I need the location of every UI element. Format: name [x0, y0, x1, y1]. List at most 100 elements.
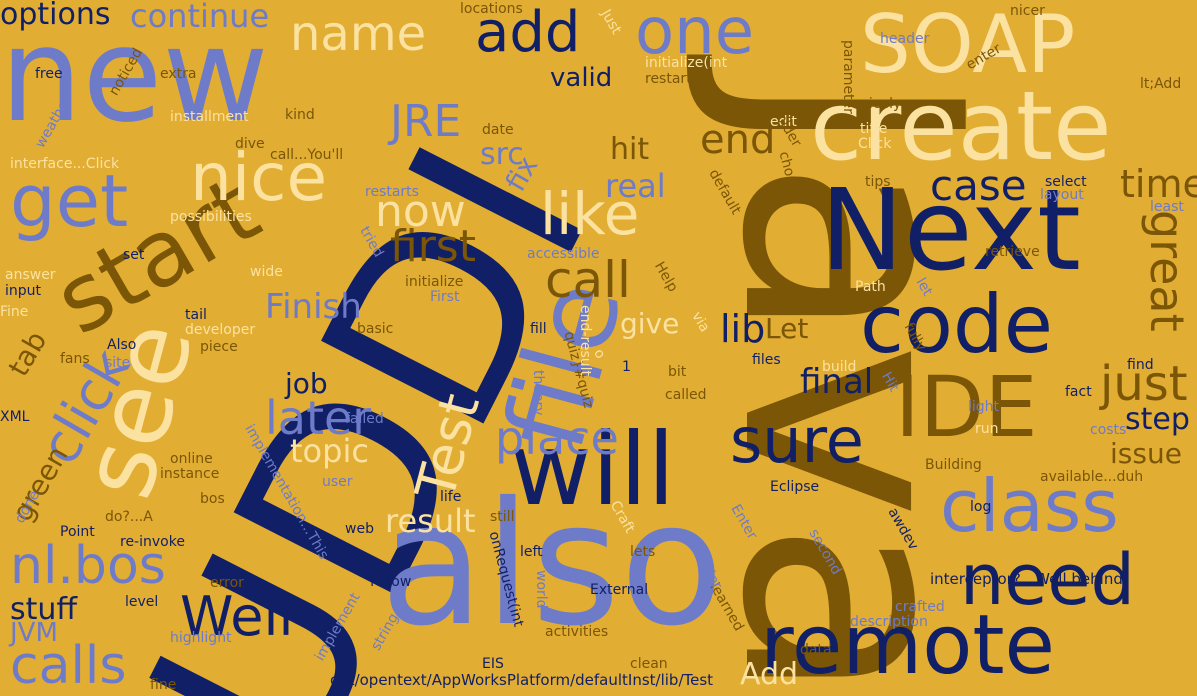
word-opt-path: opt/opentext/AppWorksPlatform/defaultIns… — [330, 671, 714, 689]
word-select: select — [1045, 174, 1087, 190]
word-description: description — [850, 614, 928, 630]
word-date: date — [482, 122, 514, 138]
word-job: job — [285, 367, 328, 400]
word-also: also — [380, 466, 724, 664]
word-highlight: highlight — [170, 630, 232, 646]
word-log: log — [970, 499, 992, 515]
word-locations: locations — [460, 1, 523, 17]
word-possibilities: possibilities — [170, 209, 252, 225]
word-end: end — [700, 117, 776, 163]
word-interface: interface...Click — [10, 156, 120, 172]
word-site: site — [105, 355, 131, 371]
word-create: create — [810, 72, 1112, 182]
word-will: will — [510, 411, 676, 528]
word-dive: dive — [235, 136, 265, 152]
word-fill: fill — [530, 321, 547, 337]
word-web: web — [345, 521, 374, 537]
word-call: call — [545, 251, 631, 309]
word-costs: costs — [1090, 422, 1127, 438]
word-lib: lib — [720, 307, 766, 351]
word-just-cap: Just — [597, 6, 625, 38]
word-files: files — [752, 352, 781, 368]
word-new: new — [0, 0, 269, 151]
word-calls: calls — [10, 636, 127, 696]
word-final: final — [800, 362, 874, 402]
word-failed: failed — [345, 411, 384, 427]
word-next: Next — [820, 166, 1081, 296]
word-answer: answer — [5, 267, 56, 283]
word-first-cap: First — [430, 289, 460, 305]
word-end-result: end-result — [577, 305, 593, 377]
word-interceptor: interceptor?...Well behind — [930, 570, 1123, 588]
word-developer: developer — [185, 322, 256, 338]
word-external: External — [590, 582, 649, 598]
word-step: step — [1125, 402, 1190, 437]
word-life: life — [440, 489, 462, 505]
word-error: error — [210, 575, 244, 591]
word-re-invoke: re-invoke — [120, 534, 185, 550]
word-code: code — [860, 278, 1053, 371]
word-fans: fans — [60, 351, 90, 367]
word-real: real — [605, 167, 666, 205]
word-lets: lets — [630, 544, 656, 560]
word-building: Building — [925, 457, 982, 473]
word-valid: valid — [550, 63, 613, 93]
word-need: need — [960, 539, 1135, 621]
word-point: Point — [60, 524, 95, 540]
word-nl-bos: nl.bos — [10, 536, 166, 596]
word-tab: tab — [1, 325, 54, 382]
word-options: options — [0, 0, 111, 32]
word-kind: kind — [285, 107, 315, 123]
word-click-small: Click — [858, 136, 892, 152]
word-user: user — [322, 474, 353, 490]
word-one-digit: 1 — [622, 359, 631, 375]
word-call-youll: call...You'll — [270, 147, 344, 163]
word-nicer: nicer — [1010, 3, 1045, 19]
word-least: least — [1150, 199, 1184, 215]
word-called: called — [665, 387, 707, 403]
word-fact: fact — [1065, 384, 1092, 400]
word-bit: bit — [668, 364, 687, 380]
word-restarts: restarts — [365, 184, 419, 200]
word-layout: layout — [1040, 187, 1084, 203]
word-name: name — [290, 6, 427, 62]
word-basic: basic — [357, 321, 394, 337]
word-later: later — [265, 391, 372, 445]
word-nice: nice — [190, 139, 328, 216]
word-title: title — [860, 121, 888, 137]
word-time: time — [1120, 162, 1197, 206]
word-continue: continue — [130, 0, 270, 35]
word-class: class — [940, 464, 1119, 548]
word-jre: JRE — [390, 96, 462, 147]
word-retrieve: retrieve — [985, 244, 1040, 260]
word-great: great — [1140, 210, 1194, 332]
word-add: add — [475, 0, 581, 65]
word-data: data — [800, 642, 832, 658]
word-topic: topic — [290, 432, 369, 470]
word-parameter: parameter — [840, 40, 856, 114]
word-initialize-int: initialize(int — [645, 55, 728, 71]
word-set: set — [123, 247, 145, 263]
word-src: src — [480, 137, 524, 172]
word-first: first — [390, 221, 476, 272]
word-follow: follow — [370, 574, 412, 590]
word-header: header — [880, 31, 930, 47]
word-hit: hit — [610, 132, 650, 167]
word-result: result — [385, 502, 476, 540]
word-wide: wide — [250, 264, 283, 280]
word-world: world — [533, 570, 549, 609]
word-eclipse: Eclipse — [770, 479, 820, 495]
word-case: case — [930, 161, 1027, 210]
word-edit: edit — [770, 114, 797, 130]
word-also-cap: Also — [107, 337, 137, 353]
word-clean: clean — [630, 656, 668, 672]
word-crafted: crafted — [895, 599, 945, 615]
word-place: place — [495, 411, 619, 465]
word-get: get — [10, 159, 129, 243]
word-theory: theory — [530, 370, 546, 416]
word-just: just — [1100, 356, 1188, 412]
word-add-cap: Add — [740, 657, 799, 692]
word-issue: issue — [1110, 437, 1182, 470]
word-online: online — [170, 451, 213, 467]
